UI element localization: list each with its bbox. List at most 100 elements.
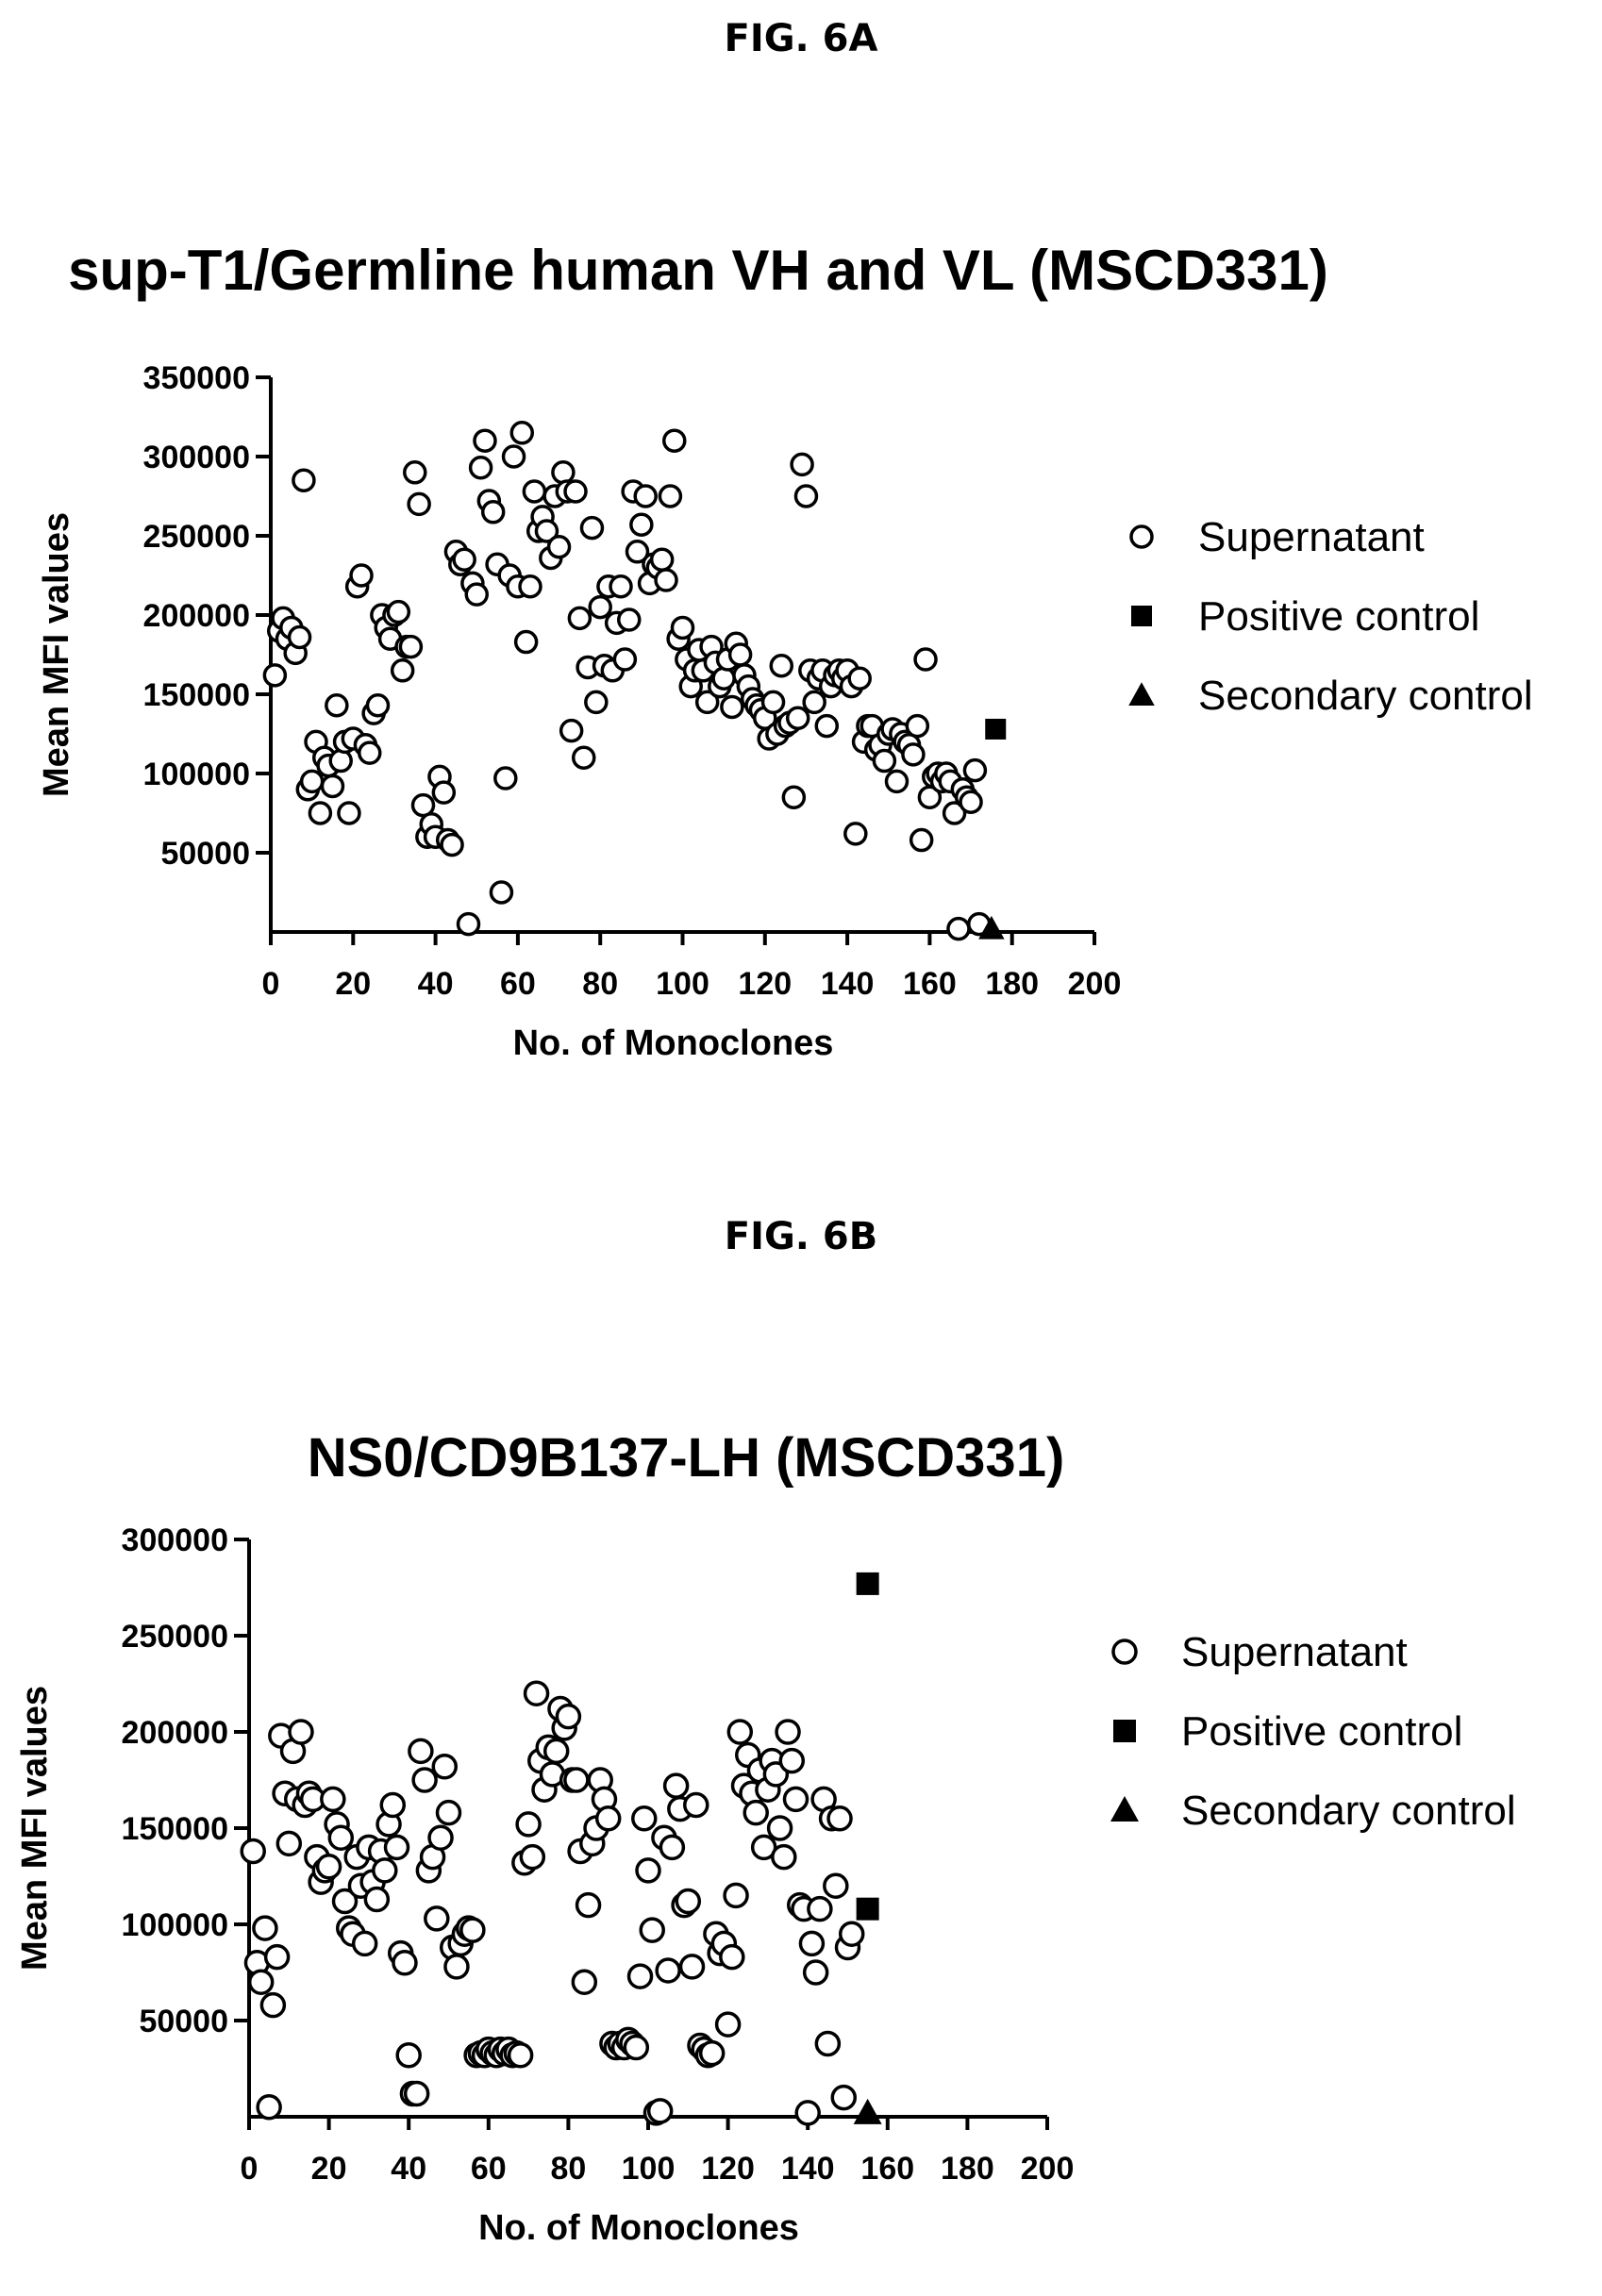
- fig6b-point-supernatant: [431, 1753, 459, 1780]
- fig6a-point-supernatant: [522, 479, 547, 504]
- fig6a-point-supernatant: [658, 484, 683, 508]
- fig6a-point-supernatant: [292, 468, 316, 492]
- fig6a-x-tick-label: 40: [418, 966, 454, 1002]
- fig6a-point-supernatant: [612, 647, 638, 672]
- fig6b-point-supernatant: [826, 1805, 853, 1832]
- fig6a-point-supernatant: [473, 428, 497, 453]
- fig6a-point-supernatant: [456, 911, 481, 937]
- fig6a-point-supernatant: [262, 663, 288, 688]
- fig6a-point-supernatant: [501, 444, 526, 469]
- fig6b-legend-label-1: Positive control: [1181, 1708, 1462, 1755]
- fig6a-legend-label-1: Positive control: [1198, 593, 1479, 640]
- figure-label-6a: FIG. 6A: [724, 17, 878, 60]
- fig6a-point-supernatant: [720, 694, 744, 720]
- fig6b-point-supernatant: [411, 1767, 438, 1793]
- fig6b-point-supernatant: [575, 1891, 602, 1919]
- fig6a-point-supernatant: [567, 606, 592, 631]
- fig6b-point-supernatant: [247, 1969, 275, 1995]
- fig6a-legend-marker-1: [1131, 606, 1152, 626]
- fig6b-point-supernatant: [714, 2011, 742, 2038]
- fig6b-point-supernatant: [555, 1703, 582, 1730]
- fig6a-y-axis-label: Mean MFI values: [37, 512, 76, 797]
- fig6a-point-supernatant: [649, 547, 675, 572]
- fig6a-point-supernatant: [513, 629, 539, 655]
- fig6b-point-supernatant: [823, 1872, 849, 1899]
- fig6b-point-supernatant: [351, 1930, 378, 1957]
- fig6a-point-supernatant: [942, 801, 967, 825]
- fig6a-point-secondary-control: [978, 915, 1005, 940]
- fig6a-point-supernatant: [617, 607, 642, 632]
- fig6b-point-supernatant: [443, 1954, 470, 1980]
- fig6a-point-supernatant: [320, 774, 345, 799]
- fig6a-point-supernatant: [452, 547, 476, 572]
- fig6a-point-supernatant: [847, 666, 872, 690]
- fig6a-point-supernatant: [727, 642, 753, 667]
- fig6a-chart-title: sup-T1/Germline human VH and VL (MSCD331…: [68, 239, 1328, 302]
- fig6b-point-supernatant: [766, 1815, 793, 1841]
- fig6a-point-supernatant: [905, 713, 930, 739]
- fig6b-x-axis-label: No. of Monoclones: [478, 2208, 799, 2248]
- fig6b-point-supernatant: [726, 1719, 754, 1745]
- fig6b-point-supernatant: [794, 2100, 821, 2126]
- fig6b-point-supernatant: [240, 1838, 266, 1865]
- fig6a-point-supernatant: [407, 491, 431, 517]
- fig6b-legend-label-0: Supernatant: [1181, 1629, 1408, 1675]
- fig6b-point-supernatant: [263, 1943, 291, 1971]
- fig6b-point-supernatant: [435, 1799, 462, 1826]
- fig6a-point-supernatant: [349, 563, 374, 588]
- fig6b-y-tick-label: 50000: [139, 2004, 228, 2039]
- fig6a-y-tick-label: 150000: [143, 677, 250, 713]
- fig6b-point-supernatant: [743, 1799, 769, 1826]
- fig6b-point-supernatant: [372, 1857, 398, 1884]
- fig6b-x-tick-label: 140: [781, 2151, 835, 2187]
- fig6b-x-tick-label: 120: [701, 2151, 755, 2187]
- fig6a-point-supernatant: [518, 574, 542, 599]
- fig6b-point-supernatant: [507, 2041, 534, 2069]
- fig6a-point-supernatant: [769, 654, 794, 678]
- fig6b-point-supernatant: [659, 1834, 686, 1861]
- fig6b-y-tick-label: 250000: [122, 1619, 228, 1655]
- fig6a-y-tick-label: 50000: [160, 836, 250, 872]
- fig6b-legend-marker-0: [1111, 1639, 1138, 1665]
- fig6a-x-tick-label: 0: [262, 966, 280, 1002]
- fig6a-point-supernatant: [654, 568, 678, 592]
- fig6a-point-supernatant: [962, 757, 988, 783]
- fig6b-point-supernatant: [807, 1895, 833, 1922]
- fig6a-point-supernatant: [901, 742, 926, 767]
- fig6a-point-supernatant: [959, 790, 983, 814]
- fig6b-legend-marker-1: [1113, 1720, 1136, 1742]
- fig6b-y-tick-label: 300000: [122, 1522, 228, 1558]
- fig6b-y-tick-label: 200000: [122, 1715, 228, 1751]
- fig6a-point-supernatant: [913, 647, 938, 672]
- fig6b-point-secondary-control: [853, 2098, 882, 2124]
- fig6a-point-supernatant: [325, 693, 349, 718]
- fig6b-point-supernatant: [778, 1747, 806, 1774]
- scatter-chart-6b: NS0/CD9B137-LH (MSCD331) 50000 100000 15000…: [15, 1427, 1516, 2248]
- fig6a-x-axis-label: No. of Monoclones: [513, 1023, 834, 1063]
- fig6b-x-tick-label: 60: [471, 2151, 507, 2187]
- fig6b-point-supernatant: [288, 1719, 314, 1745]
- fig6a-point-supernatant: [588, 594, 612, 620]
- fig6a-point-supernatant: [337, 801, 361, 825]
- fig6a-point-supernatant: [629, 512, 654, 537]
- fig6a-point-supernatant: [571, 745, 596, 770]
- fig6a-x-tick-label: 20: [335, 966, 371, 1002]
- fig6b-point-supernatant: [459, 1917, 486, 1943]
- fig6b-point-supernatant: [698, 2039, 726, 2067]
- fig6b-point-supernatant: [798, 1930, 826, 1957]
- fig6a-x-tick-label: 160: [903, 966, 957, 1002]
- fig6b-point-supernatant: [252, 1915, 278, 1941]
- fig6b-point-supernatant: [631, 1805, 658, 1832]
- fig6b-x-tick-label: 40: [391, 2151, 426, 2187]
- fig6a-point-supernatant: [563, 479, 588, 504]
- fig6a-point-supernatant: [308, 801, 333, 825]
- fig6a-point-supernatant: [843, 822, 868, 846]
- fig6b-x-tick-label: 200: [1021, 2151, 1075, 2187]
- fig6b-point-supernatant: [723, 1882, 749, 1909]
- fig6b-point-supernatant: [830, 2084, 858, 2111]
- fig6b-point-supernatant: [256, 2094, 282, 2121]
- fig6a-x-tick-label: 60: [500, 966, 536, 1002]
- fig6a-point-supernatant: [625, 540, 650, 564]
- fig6b-point-supernatant: [315, 1854, 342, 1880]
- fig6b-point-supernatant: [782, 1786, 809, 1813]
